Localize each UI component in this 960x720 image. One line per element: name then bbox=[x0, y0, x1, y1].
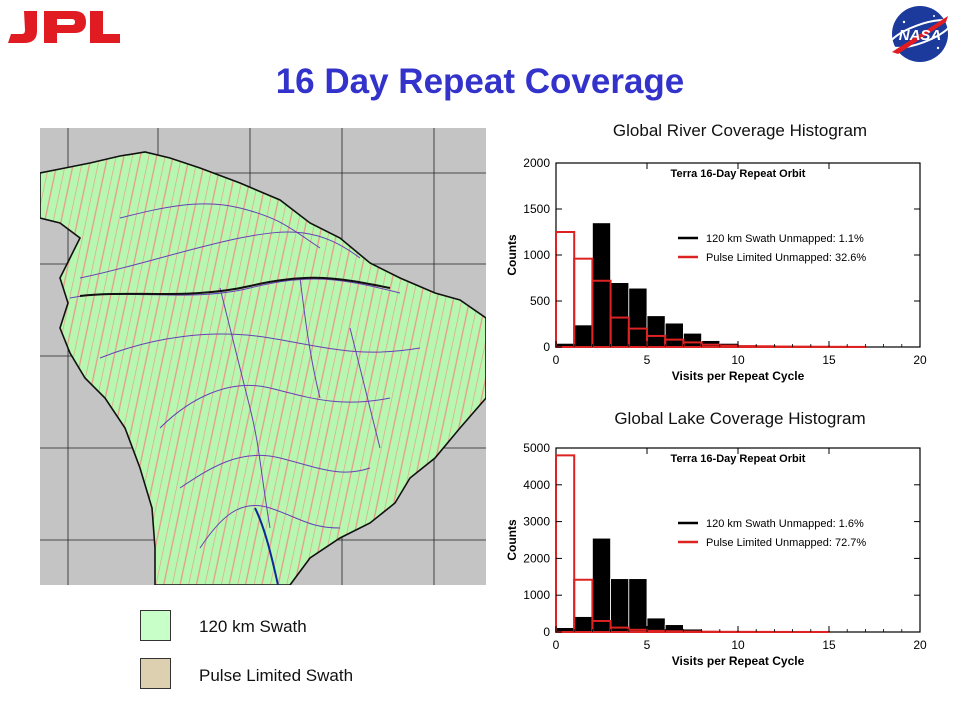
y-tick-label: 4000 bbox=[523, 478, 550, 492]
x-tick-label: 5 bbox=[644, 353, 651, 367]
step-bar bbox=[755, 345, 776, 349]
x-tick-label: 15 bbox=[822, 638, 836, 652]
bar bbox=[610, 578, 630, 633]
bar bbox=[628, 287, 648, 348]
y-tick-label: 0 bbox=[543, 625, 550, 639]
x-tick-label: 10 bbox=[731, 353, 745, 367]
step-bar bbox=[646, 629, 667, 633]
legend-label: 120 km Swath Unmapped: 1.6% bbox=[706, 518, 864, 530]
step-bar bbox=[718, 344, 740, 348]
x-tick-label: 20 bbox=[913, 638, 927, 652]
step-bar bbox=[737, 345, 758, 349]
bar bbox=[682, 332, 702, 348]
x-tick-label: 10 bbox=[731, 638, 745, 652]
y-tick-label: 3000 bbox=[523, 515, 550, 529]
legend-label: Pulse Limited Unmapped: 72.7% bbox=[706, 537, 866, 549]
x-tick-label: 15 bbox=[822, 353, 836, 367]
y-axis-label: Counts bbox=[505, 519, 519, 561]
step-bar bbox=[591, 279, 612, 348]
x-tick-label: 0 bbox=[553, 353, 560, 367]
step-bar bbox=[573, 578, 594, 634]
river-chart-title: Global River Coverage Histogram bbox=[612, 121, 868, 140]
x-axis-label: Visits per Repeat Cycle bbox=[672, 654, 805, 668]
step-bar bbox=[555, 454, 576, 633]
bar bbox=[592, 537, 612, 633]
y-tick-label: 2000 bbox=[523, 551, 550, 565]
y-tick-label: 1500 bbox=[523, 202, 550, 216]
x-tick-label: 0 bbox=[553, 638, 560, 652]
y-tick-label: 2000 bbox=[523, 156, 550, 170]
legend-label: Pulse Limited Unmapped: 32.6% bbox=[706, 252, 866, 264]
swath-120km-label: 120 km Swath bbox=[199, 617, 307, 636]
y-tick-label: 1000 bbox=[523, 248, 550, 262]
bar bbox=[610, 282, 630, 348]
y-axis-label: Counts bbox=[505, 234, 519, 276]
south-america-coverage-map bbox=[40, 128, 486, 585]
bar bbox=[664, 322, 684, 348]
y-tick-label: 500 bbox=[530, 294, 550, 308]
jpl-logo bbox=[8, 11, 120, 43]
bar bbox=[592, 222, 612, 348]
chart-subtitle: Terra 16-Day Repeat Orbit bbox=[671, 168, 806, 180]
step-bar bbox=[664, 630, 685, 634]
y-tick-label: 0 bbox=[543, 340, 550, 354]
chart-subtitle: Terra 16-Day Repeat Orbit bbox=[671, 453, 806, 465]
x-tick-label: 20 bbox=[913, 353, 927, 367]
bar bbox=[646, 315, 666, 348]
x-tick-label: 5 bbox=[644, 638, 651, 652]
pulse-limited-label: Pulse Limited Swath bbox=[199, 666, 354, 685]
legend-label: 120 km Swath Unmapped: 1.1% bbox=[706, 233, 864, 245]
lake-histogram: Terra 16-Day Repeat Orbit 0 5 10 15 20 0 1000 20… bbox=[505, 441, 927, 668]
nasa-logo: NASA bbox=[888, 6, 952, 62]
x-axis-label: Visits per Repeat Cycle bbox=[672, 369, 805, 383]
bar bbox=[573, 324, 593, 348]
y-tick-label: 5000 bbox=[523, 441, 550, 455]
step-bar bbox=[591, 619, 612, 634]
bar bbox=[628, 578, 648, 633]
river-histogram: Terra 16-Day Repeat Orbit 0 5 10 15 20 0 500 100… bbox=[505, 156, 927, 383]
bar bbox=[573, 616, 593, 633]
swath-120km-swatch bbox=[140, 610, 171, 641]
lake-chart-title: Global Lake Coverage Histogram bbox=[614, 409, 866, 428]
pulse-limited-swatch bbox=[140, 658, 171, 689]
svg-text:NASA: NASA bbox=[899, 27, 942, 44]
page-title: 16 Day Repeat Coverage bbox=[275, 62, 685, 101]
y-tick-label: 1000 bbox=[523, 588, 550, 602]
